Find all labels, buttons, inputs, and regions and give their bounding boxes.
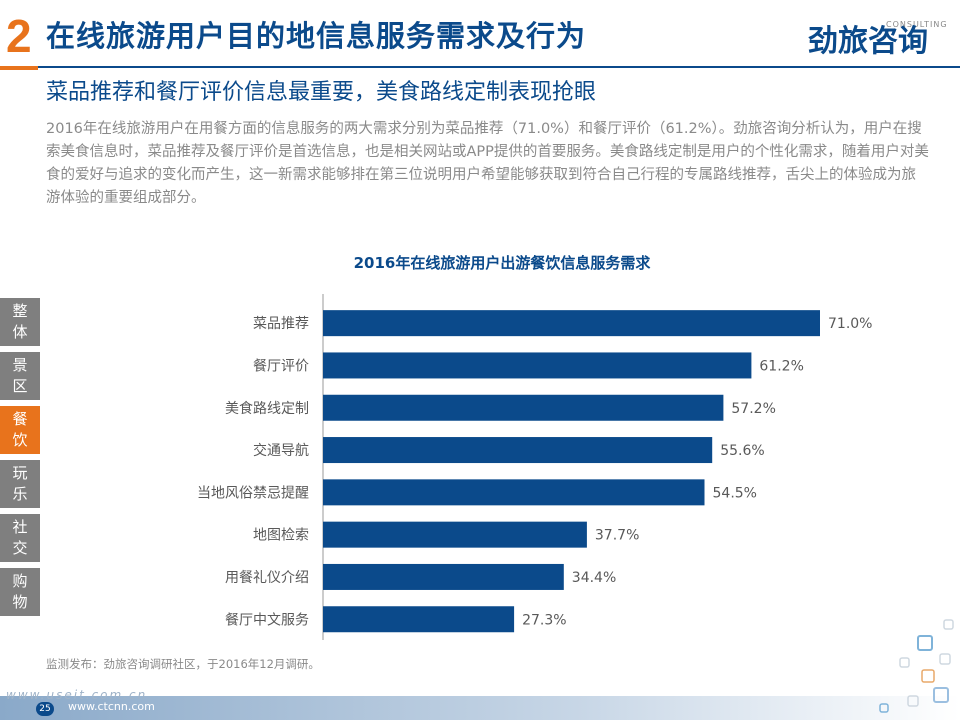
side-tab-3[interactable]: 玩乐 — [0, 460, 40, 508]
bar-7 — [323, 606, 515, 633]
value-label-5: 37.7% — [595, 528, 639, 544]
side-tab-2[interactable]: 餐饮 — [0, 406, 40, 454]
value-label-3: 55.6% — [720, 443, 764, 459]
logo-subtext: CONSULTING — [886, 20, 948, 29]
value-label-4: 54.5% — [713, 485, 757, 501]
category-label-4: 当地风俗禁忌提醒 — [197, 485, 309, 501]
side-tab-4[interactable]: 社交 — [0, 514, 40, 562]
page-title: 在线旅游用户目的地信息服务需求及行为 — [46, 19, 587, 53]
source-note: 监测发布：劲旅咨询调研社区，于2016年12月调研。 — [46, 657, 320, 671]
accent-bar — [0, 66, 38, 70]
side-tab-0[interactable]: 整体 — [0, 298, 40, 346]
side-tab-5[interactable]: 购物 — [0, 568, 40, 616]
bar-6 — [323, 563, 564, 590]
bar-3 — [323, 437, 713, 464]
side-tab-label: 景区 — [12, 356, 28, 395]
logo-text: 劲旅咨询 — [808, 24, 928, 59]
category-label-6: 用餐礼仪介绍 — [225, 570, 309, 586]
category-label-7: 餐厅中文服务 — [225, 612, 309, 628]
side-tab-label: 整体 — [12, 302, 28, 341]
category-label-1: 餐厅评价 — [253, 358, 309, 374]
value-label-0: 71.0% — [828, 316, 872, 332]
watermark-text: www.useit.com.cn — [6, 688, 148, 702]
footer-url[interactable]: www.ctcnn.com — [68, 700, 155, 713]
header: 2 在线旅游用户目的地信息服务需求及行为 CONSULTING 劲旅咨询 — [0, 0, 960, 70]
bar-chart: 菜品推荐 71.0% 餐厅评价 61.2% 美食路线定制 57.2% 交通导航 55.6% 当地… — [197, 294, 872, 640]
bar-2 — [323, 394, 724, 421]
company-logo: CONSULTING 劲旅咨询 — [808, 20, 948, 64]
bar-0 — [323, 310, 820, 337]
chart-title: 2016年在线旅游用户出游餐饮信息服务需求 — [353, 254, 651, 272]
side-tab-label: 购物 — [12, 572, 28, 611]
side-tab-label: 玩乐 — [12, 464, 28, 503]
category-label-2: 美食路线定制 — [225, 400, 309, 417]
side-tab-label: 社交 — [12, 518, 28, 557]
category-label-3: 交通导航 — [253, 442, 309, 459]
value-label-1: 61.2% — [759, 358, 803, 374]
page-number: 25 — [36, 702, 54, 716]
footer-bar — [0, 696, 960, 720]
section-number: 2 — [6, 10, 32, 62]
value-label-6: 34.4% — [572, 570, 616, 586]
bar-4 — [323, 479, 705, 506]
side-tab-label: 餐饮 — [12, 410, 28, 449]
bar-5 — [323, 521, 587, 548]
category-label-0: 菜品推荐 — [253, 316, 309, 332]
value-label-7: 27.3% — [522, 612, 566, 628]
slide-subtitle: 菜品推荐和餐厅评价信息最重要，美食路线定制表现抢眼 — [46, 80, 597, 105]
side-tab-1[interactable]: 景区 — [0, 352, 40, 400]
header-divider — [38, 66, 960, 68]
value-label-2: 57.2% — [731, 401, 775, 417]
bar-1 — [323, 352, 752, 379]
category-label-5: 地图检索 — [253, 527, 309, 544]
body-paragraph: 2016年在线旅游用户在用餐方面的信息服务的两大需求分别为菜品推荐（71.0%）… — [46, 121, 929, 206]
decorative-squares — [879, 619, 954, 713]
